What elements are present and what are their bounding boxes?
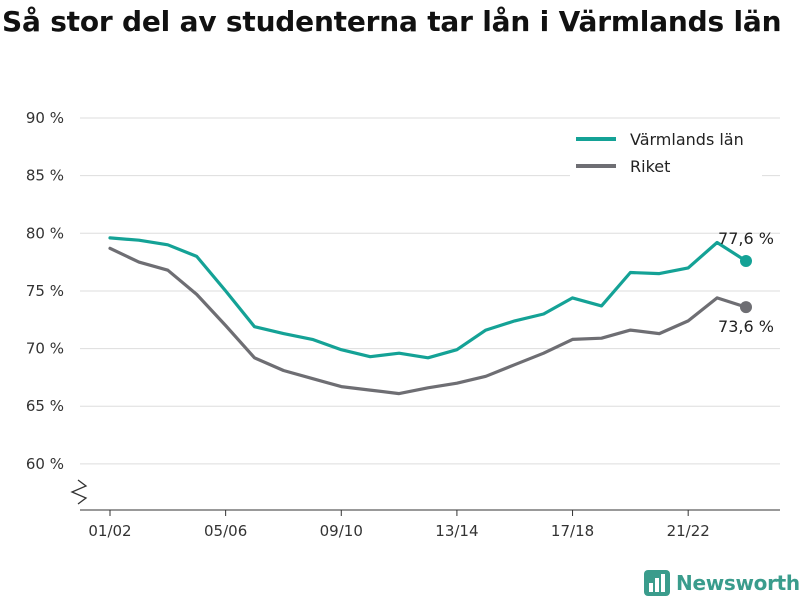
y-tick-label: 65 % [26,397,64,415]
legend: Värmlands län Riket [570,124,762,186]
series-end-label: 73,6 % [718,317,774,336]
y-tick-label: 70 % [26,340,64,358]
y-tick-label: 80 % [26,224,64,242]
series-end-point [740,254,752,267]
series-line-0 [108,236,748,360]
brand-name: Newsworthy [676,571,800,595]
x-tick-label: 05/06 [204,522,247,540]
y-tick-label: 90 % [26,109,64,127]
x-tick-label: 13/14 [435,522,478,540]
y-tick-label: 85 % [26,167,64,185]
series-lines: 77,6 % 73,6 % [108,229,774,396]
x-tick-label: 21/22 [667,522,710,540]
bar-chart-icon [644,570,670,596]
x-tick-label: 09/10 [320,522,363,540]
series-line-1 [108,246,748,396]
x-tick-label: 17/18 [551,522,594,540]
legend-label: Riket [630,157,670,176]
series-end-label: 77,6 % [718,229,774,248]
chart-title: Så stor del av studenterna tar lån i Vär… [2,5,782,38]
x-tick-label: 01/02 [88,522,131,540]
newsworthy-logo: Newsworthy [644,568,800,598]
legend-label: Värmlands län [630,130,744,149]
axis-break-marker [70,479,88,505]
y-tick-label: 60 % [26,455,64,473]
axes: 60 % 65 % 70 % 75 % 80 % 85 % 90 % 01/02 05/06 09… [26,109,780,540]
series-end-point [740,301,752,314]
legend-box [570,124,762,186]
y-tick-label: 75 % [26,282,64,300]
